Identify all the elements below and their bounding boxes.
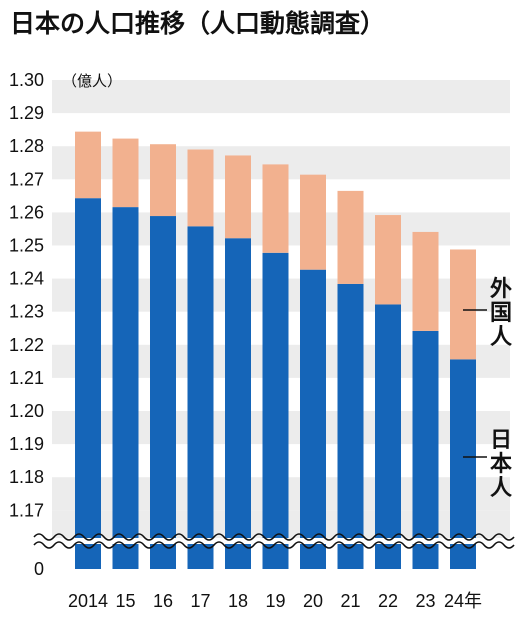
- legend-label-char: 日: [490, 428, 512, 453]
- x-axis-ticks: 2014 15 16 17 18 19 20 21 22 23 24年: [68, 591, 482, 611]
- bar-japanese: [225, 238, 251, 569]
- x-tick-label: 22: [378, 591, 398, 611]
- bar-japanese: [187, 226, 214, 569]
- legend-label-char: 国: [490, 301, 512, 326]
- x-tick-label: 17: [190, 591, 210, 611]
- bar-japanese: [412, 330, 439, 569]
- y-tick-label: 1.19: [9, 434, 44, 454]
- bar-foreign: [187, 149, 214, 227]
- x-tick-label: 16: [153, 591, 173, 611]
- y-axis-ticks: 1.30 1.29 1.28 1.27 1.26 1.25 1.24 1.23 1.22 1.21…: [9, 70, 44, 579]
- y-tick-label: 1.30: [9, 70, 44, 90]
- bar-foreign: [450, 249, 476, 360]
- legend-label-char: 人: [490, 325, 512, 350]
- x-tick-label: 21: [340, 591, 360, 611]
- axis-break-gap: [34, 538, 514, 544]
- legend-label-char: 外: [490, 276, 512, 302]
- x-tick-label: 2014: [68, 591, 108, 611]
- bar-foreign: [300, 174, 326, 270]
- y-tick-label: 1.23: [9, 302, 44, 322]
- bar-japanese: [300, 269, 326, 569]
- bar-japanese: [337, 283, 364, 569]
- axis-break: [33, 533, 515, 549]
- bar-foreign: [225, 155, 251, 239]
- bar-foreign: [337, 190, 364, 284]
- y-tick-label: 1.27: [9, 169, 44, 189]
- bar-japanese: [262, 252, 289, 570]
- x-tick-label: 20: [303, 591, 323, 611]
- y-tick-label: 1.26: [9, 202, 44, 222]
- legend-label-char: 本: [490, 452, 512, 477]
- y-tick-label: 1.24: [9, 269, 44, 289]
- bar-foreign: [112, 138, 139, 208]
- bar-foreign: [412, 231, 439, 331]
- y-tick-label: 0: [34, 559, 44, 579]
- bars: [75, 131, 476, 570]
- x-tick-label: 24年: [444, 591, 482, 611]
- y-tick-label: 1.21: [9, 368, 44, 388]
- y-tick-label: 1.17: [9, 500, 44, 520]
- bar-foreign: [262, 164, 289, 253]
- bar-foreign: [375, 215, 401, 305]
- bar-japanese: [450, 359, 476, 569]
- unit-label: （億人）: [62, 72, 122, 90]
- bar-foreign: [75, 131, 101, 199]
- bar-japanese: [75, 198, 101, 570]
- x-tick-label: 18: [228, 591, 248, 611]
- legend-label-char: 人: [490, 476, 512, 501]
- grid-band: [52, 80, 510, 114]
- y-tick-label: 1.22: [9, 335, 44, 355]
- bar-japanese: [375, 304, 401, 569]
- bar-japanese: [112, 207, 139, 569]
- bar-foreign: [150, 144, 176, 217]
- axis-break-line: [33, 533, 515, 541]
- x-tick-label: 15: [115, 591, 135, 611]
- y-tick-label: 1.29: [9, 103, 44, 123]
- chart-title: 日本の人口推移（人口動態調査）: [10, 9, 385, 38]
- x-tick-label: 19: [265, 591, 285, 611]
- y-tick-label: 1.20: [9, 401, 44, 421]
- bar-japanese: [150, 216, 176, 569]
- y-tick-label: 1.28: [9, 136, 44, 156]
- axis-break-line: [33, 541, 515, 549]
- y-tick-label: 1.25: [9, 236, 44, 256]
- x-tick-label: 23: [415, 591, 435, 611]
- y-tick-label: 1.18: [9, 467, 44, 487]
